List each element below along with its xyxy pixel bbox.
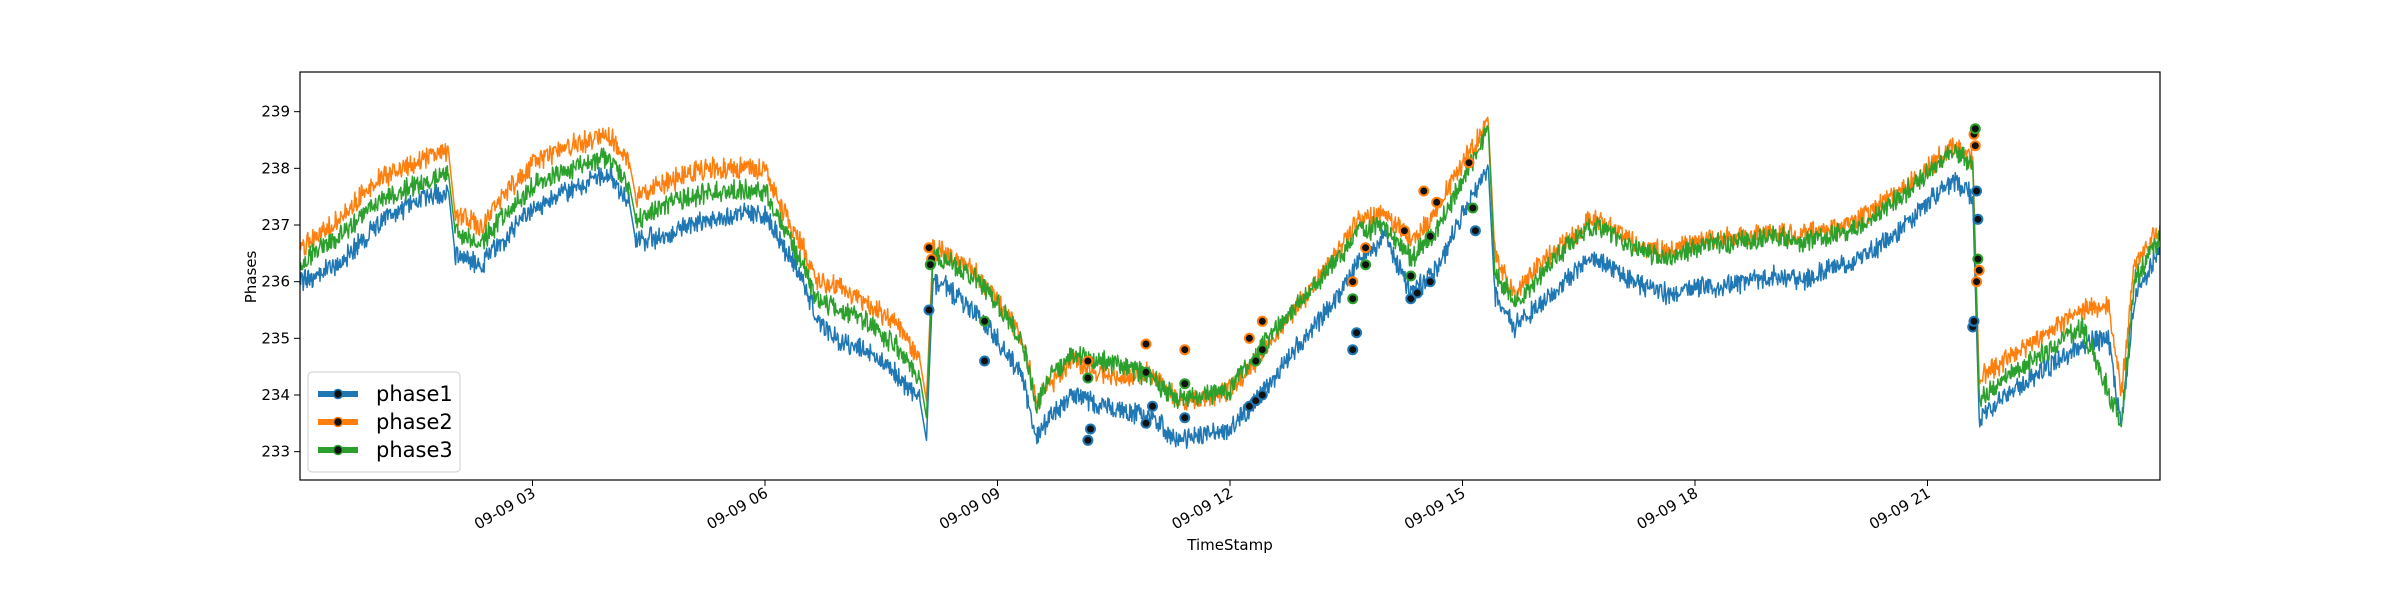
y-tick-label: 237 (261, 216, 290, 234)
anomaly-point-phase2 (1971, 276, 1983, 288)
anomaly-point-phase3 (1256, 344, 1268, 356)
anomaly-point-phase1 (1424, 276, 1436, 288)
anomaly-point-phase3 (1405, 270, 1417, 282)
x-tick-label: 09-09 06 (704, 484, 771, 533)
marker-layer (923, 123, 1985, 446)
legend-label-phase2: phase2 (376, 410, 453, 434)
anomaly-point-phase3 (1360, 259, 1372, 271)
x-tick-label: 09-09 12 (1169, 484, 1236, 533)
anomaly-point-phase2 (1256, 315, 1268, 327)
y-axis-label: Phases (242, 251, 260, 304)
anomaly-point-phase3 (979, 315, 991, 327)
anomaly-point-phase2 (1360, 242, 1372, 254)
anomaly-point-phase3 (1424, 230, 1436, 242)
anomaly-point-phase1 (1347, 344, 1359, 356)
legend-marker-phase1 (332, 388, 344, 400)
x-axis: 09-09 03 09-09 06 09-09 09 09-09 12 09-09 15… (471, 480, 1934, 533)
anomaly-point-phase1 (1971, 185, 1983, 197)
anomaly-point-phase1 (1411, 287, 1423, 299)
anomaly-point-phase2 (1398, 225, 1410, 237)
anomaly-point-phase2 (923, 242, 935, 254)
anomaly-point-phase3 (924, 259, 936, 271)
anomaly-point-phase3 (1250, 355, 1262, 367)
anomaly-point-phase2 (1973, 264, 1985, 276)
series-line-phase2 (300, 116, 2160, 411)
series-layer (300, 116, 2160, 449)
x-tick-label: 09-09 18 (1634, 484, 1701, 533)
legend-label-phase1: phase1 (376, 382, 453, 406)
legend: phase1 phase2 phase3 (307, 371, 461, 473)
anomaly-point-phase3 (1082, 372, 1094, 384)
x-tick-label: 09-09 03 (471, 484, 538, 533)
anomaly-point-phase2 (1463, 157, 1475, 169)
x-tick-label: 09-09 15 (1401, 484, 1468, 533)
anomaly-point-phase1 (1469, 225, 1481, 237)
anomaly-point-phase1 (923, 304, 935, 316)
anomaly-point-phase1 (1256, 389, 1268, 401)
plot-background (300, 72, 2160, 480)
anomaly-point-phase2 (1140, 338, 1152, 350)
anomaly-point-phase2 (1418, 185, 1430, 197)
anomaly-point-phase2 (1179, 344, 1191, 356)
y-tick-label: 235 (261, 329, 290, 347)
anomaly-point-phase1 (1085, 423, 1096, 435)
series-line-phase3 (300, 125, 2160, 428)
anomaly-point-phase1 (1351, 327, 1363, 339)
anomaly-point-phase3 (1347, 293, 1359, 305)
x-tick-label: 09-09 09 (936, 484, 1003, 533)
anomaly-point-phase1 (1140, 417, 1152, 429)
y-axis: 233 234 235 236 237 238 239 (261, 103, 300, 461)
anomaly-point-phase1 (1082, 434, 1094, 446)
legend-marker-phase2 (332, 416, 344, 428)
x-axis-label: TimeStamp (1186, 536, 1272, 554)
anomaly-point-phase1 (1972, 213, 1984, 225)
anomaly-point-phase2 (1431, 196, 1443, 208)
anomaly-point-phase2 (1969, 140, 1981, 152)
anomaly-point-phase3 (1467, 202, 1479, 214)
legend-marker-phase3 (332, 444, 344, 456)
anomaly-point-phase1 (979, 355, 991, 367)
y-tick-label: 238 (261, 159, 290, 177)
x-tick-label: 09-09 21 (1866, 484, 1933, 533)
anomaly-point-phase2 (1082, 355, 1094, 367)
anomaly-point-phase1 (1147, 400, 1158, 412)
legend-label-phase3: phase3 (376, 438, 453, 462)
anomaly-point-phase3 (1179, 378, 1191, 390)
anomaly-point-phase2 (1347, 276, 1359, 288)
y-tick-label: 239 (261, 103, 290, 121)
anomaly-point-phase3 (1140, 366, 1152, 378)
y-tick-label: 233 (261, 443, 290, 461)
y-tick-label: 234 (261, 386, 290, 404)
y-tick-label: 236 (261, 273, 290, 291)
anomaly-point-phase1 (1179, 412, 1191, 424)
anomaly-point-phase3 (1969, 123, 1981, 135)
anomaly-point-phase2 (1243, 332, 1255, 344)
anomaly-point-phase3 (1972, 253, 1984, 265)
anomaly-point-phase1 (1968, 315, 1980, 327)
series-line-phase1 (300, 164, 2160, 449)
